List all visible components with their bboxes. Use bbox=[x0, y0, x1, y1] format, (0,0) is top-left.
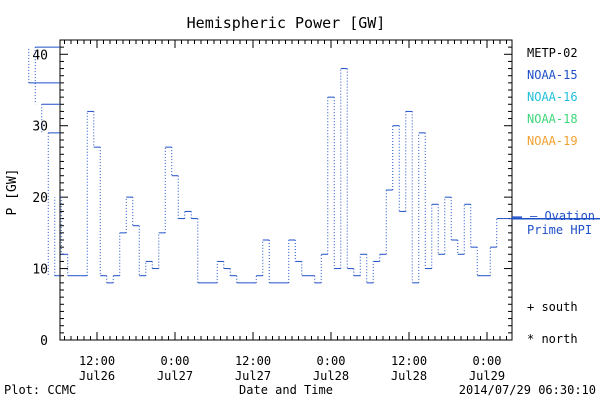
x-tick-date-label: Jul28 bbox=[391, 369, 427, 383]
y-tick-label: 20 bbox=[32, 191, 48, 206]
x-tick-date-label: Jul27 bbox=[157, 369, 193, 383]
x-tick-time-label: 12:00 bbox=[235, 354, 271, 368]
marker-legend-south: + south bbox=[527, 300, 578, 314]
footer-plot-credit: Plot: CCMC bbox=[4, 383, 76, 397]
plot-frame bbox=[59, 39, 513, 341]
x-tick-date-label: Jul26 bbox=[79, 369, 115, 383]
marker-legend-north: * north bbox=[527, 332, 578, 346]
x-tick-date-label: Jul28 bbox=[313, 369, 349, 383]
legend-entry: NOAA-18 bbox=[527, 112, 578, 126]
legend-entry: NOAA-16 bbox=[527, 90, 578, 104]
legend-entry: METP-02 bbox=[527, 46, 578, 60]
x-axis-label: Date and Time bbox=[239, 383, 333, 397]
x-tick-date-label: Jul29 bbox=[469, 369, 505, 383]
x-tick-time-label: 12:00 bbox=[79, 354, 115, 368]
ovation-label-line1: — Ovation bbox=[530, 209, 595, 223]
legend-entry: NOAA-19 bbox=[527, 134, 578, 148]
x-tick-date-label: Jul27 bbox=[235, 369, 271, 383]
x-tick-time-label: 0:00 bbox=[161, 354, 190, 368]
chart-title: Hemispheric Power [GW] bbox=[187, 14, 386, 32]
y-tick-label: 30 bbox=[32, 120, 48, 135]
y-tick-label: 40 bbox=[32, 48, 48, 63]
legend-entry: NOAA-15 bbox=[527, 68, 578, 82]
x-tick-time-label: 12:00 bbox=[391, 354, 427, 368]
y-tick-label: 10 bbox=[32, 263, 48, 278]
y-tick-label: 0 bbox=[40, 334, 48, 349]
footer-timestamp: 2014/07/29 06:30:10 bbox=[459, 383, 596, 397]
ovation-label-line2: Prime HPI bbox=[527, 223, 592, 237]
x-tick-time-label: 0:00 bbox=[473, 354, 502, 368]
y-axis-label: P [GW] bbox=[5, 169, 20, 216]
x-tick-time-label: 0:00 bbox=[317, 354, 346, 368]
